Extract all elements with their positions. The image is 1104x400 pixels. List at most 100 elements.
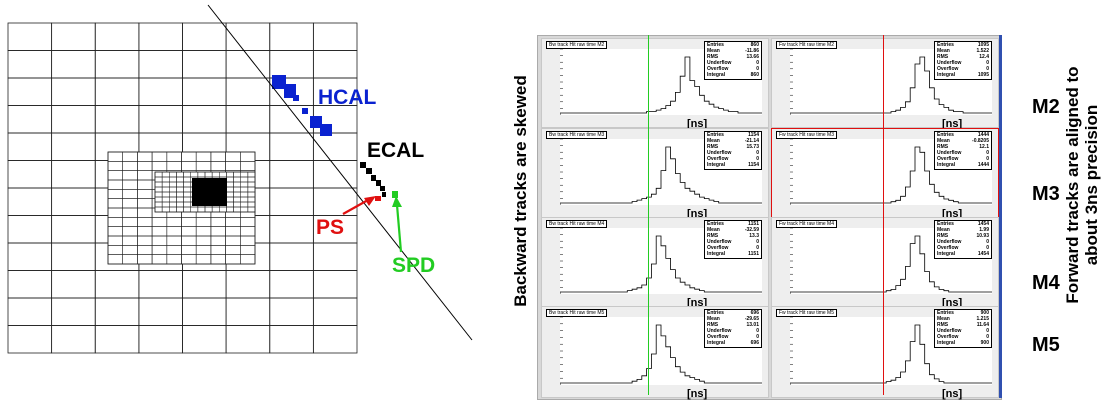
histogram-panel: Fw track Hit raw time M4 Entries 1454 Mean 1… <box>771 217 999 309</box>
ps-label: PS <box>316 216 345 239</box>
stat-row: Integral 860 <box>707 72 759 78</box>
stat-label: Overflow <box>937 245 959 252</box>
stat-value: -0.8205 <box>972 138 989 145</box>
stat-value: 0 <box>986 245 989 252</box>
stat-label: RMS <box>937 322 949 329</box>
histogram-svg <box>560 49 762 115</box>
ecal-cell <box>371 175 376 181</box>
stat-value: 12.1 <box>979 144 989 151</box>
calorimeter-grid <box>7 22 358 354</box>
stat-label: Overflow <box>707 334 729 341</box>
histogram-statbox: Entries 900 Mean 1.215 RMS 11.64 Underflow 0 Ove… <box>934 309 992 348</box>
ecal-cell <box>380 186 385 191</box>
stat-label: Mean <box>937 138 950 145</box>
station-label-m2: M2 <box>1032 96 1060 118</box>
histogram-side-bar <box>999 35 1002 398</box>
ecal-cell <box>366 168 372 174</box>
stat-label: Entries <box>937 221 954 227</box>
grid-cell <box>225 105 271 134</box>
ps-arrow-head <box>364 196 376 206</box>
grid-cell <box>182 50 227 79</box>
station-label-m3: M3 <box>1032 183 1060 205</box>
stat-row: Underflow 0 <box>937 328 989 334</box>
histogram-statbox: Entries 1151 Mean -32.59 RMS 13.3 Underflow 0 Ov… <box>704 220 762 259</box>
stat-row: RMS 13.66 <box>707 54 759 60</box>
stat-value: 696 <box>750 340 759 347</box>
grid-cell <box>7 22 53 51</box>
grid-cell <box>312 242 358 271</box>
ecal-cell <box>382 192 386 197</box>
histogram-panel: Bw track Hit raw time M5 Entries 696 Mean -2… <box>541 306 769 400</box>
stat-row: Entries 1154 <box>707 132 759 138</box>
hcal-cell <box>284 84 296 98</box>
stat-label: Mean <box>937 48 950 55</box>
grid-cell <box>269 50 314 79</box>
stat-value: 860 <box>750 42 759 48</box>
stat-label: Integral <box>937 251 956 258</box>
hcal-label: HCAL <box>318 86 377 109</box>
stat-label: RMS <box>707 322 719 329</box>
stat-value: 0 <box>756 60 759 67</box>
grid-cell <box>269 132 314 161</box>
grid-cell <box>269 297 314 326</box>
stat-label: Overflow <box>937 156 959 163</box>
stat-value: 1454 <box>977 221 989 227</box>
stat-label: RMS <box>707 233 719 240</box>
stat-label: Entries <box>707 221 724 227</box>
grid-cell <box>269 325 314 354</box>
grid-cell <box>182 22 227 51</box>
grid-cell <box>7 105 53 134</box>
stat-value: 10.93 <box>976 233 989 240</box>
stat-label: RMS <box>707 54 719 61</box>
histogram-statbox: Entries 1454 Mean 1.99 RMS 10.93 Underflow 0 Ove… <box>934 220 992 259</box>
histogram-trace <box>790 324 992 385</box>
grid-cell <box>94 105 140 134</box>
axis-unit-label: [ns] <box>687 118 708 130</box>
axis-unit-label: [ns] <box>942 388 963 400</box>
grid-cell <box>7 187 53 216</box>
stat-row: Underflow 0 <box>707 328 759 334</box>
grid-cell <box>182 325 227 354</box>
stat-row: Underflow 0 <box>707 60 759 66</box>
stat-value: -21.14 <box>744 138 759 145</box>
axis-unit-label: [ns] <box>687 388 708 400</box>
stat-label: RMS <box>937 144 949 151</box>
grid-cell <box>269 242 314 271</box>
stat-value: 1095 <box>977 72 989 79</box>
grid-cell <box>312 22 358 51</box>
histogram-statbox: Entries 860 Mean -11.86 RMS 13.66 Underflow 0 Ov… <box>704 41 762 80</box>
ps-cell <box>375 196 381 201</box>
hcal-cell <box>320 124 332 136</box>
stat-label: Integral <box>937 340 956 347</box>
histogram-svg <box>790 139 992 205</box>
stat-value: 900 <box>980 340 989 347</box>
histogram-title: Fw track Hit raw time M3 <box>776 131 838 139</box>
stat-value: 0 <box>986 328 989 335</box>
stat-row: Underflow 0 <box>707 150 759 156</box>
grid-cell <box>7 160 53 189</box>
grid-cell <box>138 22 183 51</box>
grid-cell <box>240 254 256 265</box>
grid-cell <box>51 242 96 271</box>
stat-label: Underflow <box>707 239 732 246</box>
grid-cell <box>269 22 314 51</box>
station-label-m4: M4 <box>1032 272 1060 294</box>
grid-cell <box>51 77 96 106</box>
stat-row: Mean -29.65 <box>707 316 759 322</box>
stat-row: RMS 15.73 <box>707 144 759 150</box>
grid-cell <box>182 297 227 326</box>
stat-row: RMS 12.1 <box>937 144 989 150</box>
backward-reference-line <box>648 35 650 395</box>
backward-caption: Backward tracks are skewed <box>511 75 530 307</box>
hcal-cell <box>310 116 322 128</box>
grid-cell <box>182 270 227 299</box>
stat-label: Entries <box>937 42 954 48</box>
spd-arrow-head <box>392 196 402 207</box>
grid-cell <box>7 77 53 106</box>
stat-value: 1444 <box>977 162 989 169</box>
stat-value: 0 <box>756 328 759 335</box>
stat-row: Entries 1444 <box>937 132 989 138</box>
grid-cell <box>51 22 96 51</box>
stat-label: Entries <box>707 132 724 138</box>
stat-value: 0 <box>756 245 759 252</box>
